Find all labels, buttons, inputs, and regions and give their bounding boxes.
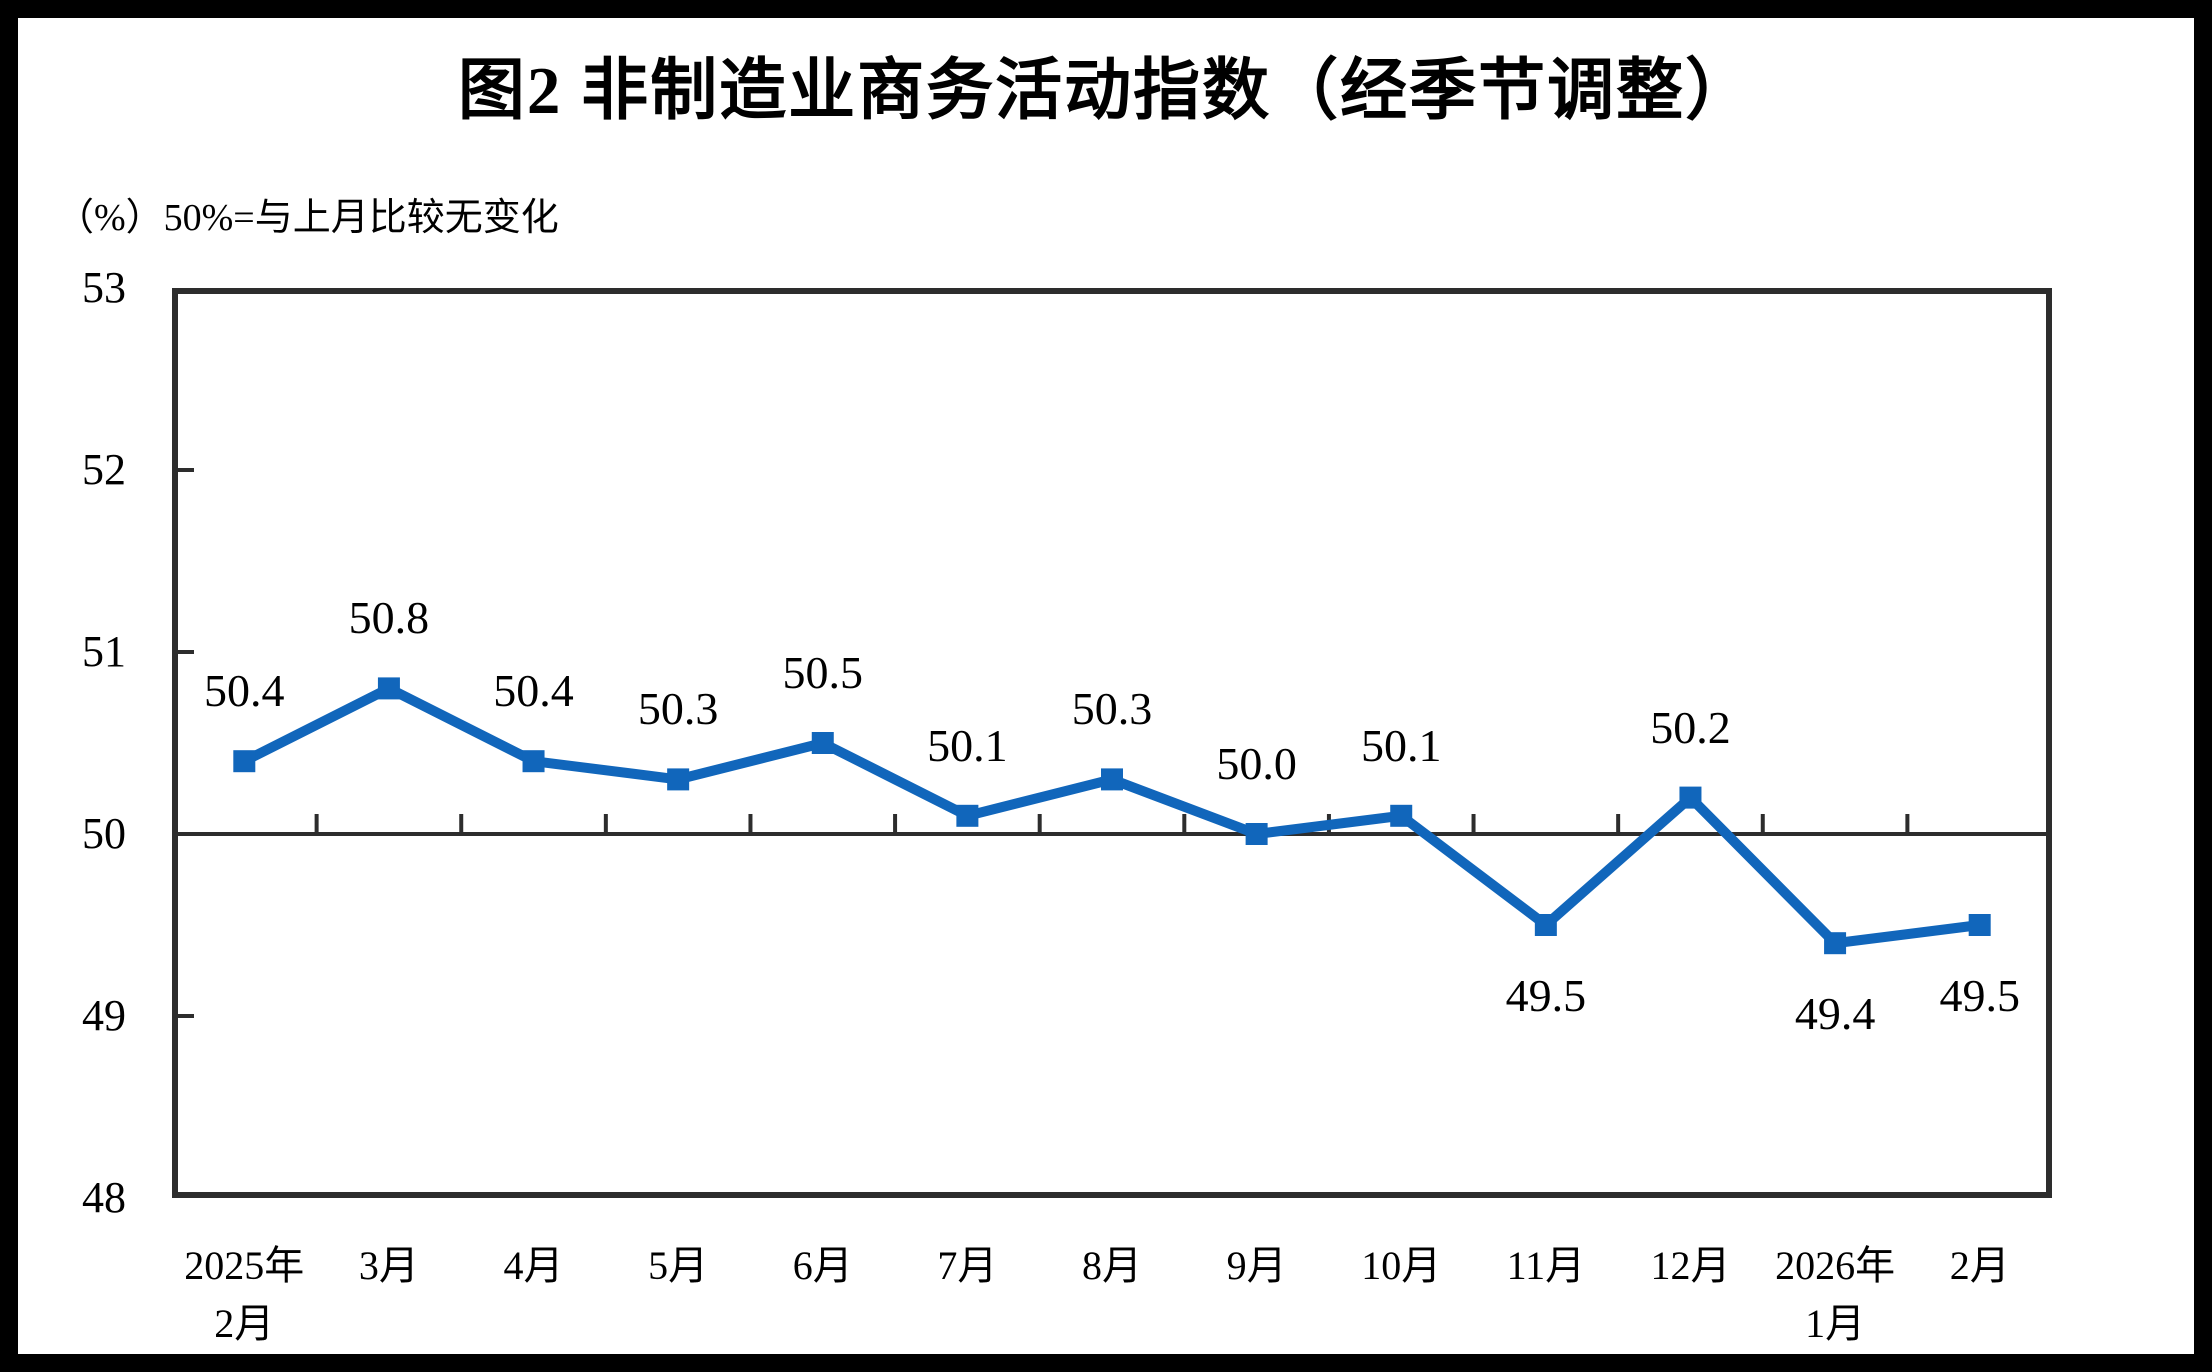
data-point-label: 50.2	[1650, 701, 1731, 753]
data-point-marker	[377, 677, 400, 700]
plot-border	[172, 288, 2052, 1198]
x-axis-category-label: 2025年	[184, 1243, 305, 1288]
y-axis-tick-label: 53	[82, 263, 126, 312]
data-point-marker	[1968, 914, 1991, 936]
x-axis-category-label: 7月	[937, 1243, 998, 1288]
data-point-marker	[522, 750, 545, 773]
chart-canvas	[172, 288, 2052, 1198]
data-point-marker	[811, 732, 834, 754]
y-axis-tick-label: 51	[82, 627, 126, 676]
data-point-marker	[1245, 823, 1268, 845]
data-point-label: 50.1	[1360, 719, 1442, 771]
x-axis-category-label: 1月	[1805, 1301, 1866, 1346]
y-axis-tick-label: 50	[82, 809, 126, 858]
plot-area	[172, 288, 2052, 1198]
data-point-label: 49.5	[1939, 970, 2020, 1021]
x-axis-category-label: 9月	[1226, 1243, 1287, 1288]
data-point-label: 50.1	[927, 719, 1008, 771]
data-point-label: 50.3	[637, 683, 719, 735]
data-point-label: 50.0	[1216, 738, 1297, 789]
y-axis-tick-label: 49	[82, 991, 126, 1040]
data-point-marker	[667, 768, 690, 791]
x-axis-category-label: 2月	[1949, 1243, 2010, 1288]
y-axis-tick-label: 52	[82, 445, 126, 494]
data-point-marker	[956, 804, 979, 827]
chart-title: 图2 非制造业商务活动指数（经季节调整）	[457, 54, 1755, 128]
data-point-marker	[1101, 768, 1123, 791]
data-point-marker	[1534, 914, 1557, 936]
data-point-label: 49.5	[1505, 970, 1587, 1021]
data-point-marker	[1390, 804, 1413, 827]
x-axis-category-label: 6月	[792, 1243, 853, 1288]
data-point-marker	[1679, 786, 1702, 809]
x-axis-category-label: 8月	[1082, 1243, 1142, 1288]
x-axis-category-label: 2月	[214, 1301, 275, 1346]
data-point-marker	[1824, 932, 1847, 955]
x-axis-category-label: 2026年	[1775, 1243, 1896, 1288]
data-point-label: 50.8	[348, 592, 430, 644]
data-point-label: 50.3	[1071, 683, 1153, 735]
x-axis-category-label: 12月	[1650, 1243, 1731, 1288]
x-axis-category-label: 3月	[358, 1243, 419, 1288]
data-point-label: 50.4	[204, 665, 285, 717]
axis-unit-note: （%）50%=与上月比较无变化	[56, 197, 559, 239]
data-point-label: 50.4	[493, 665, 574, 717]
x-axis-category-label: 4月	[503, 1243, 564, 1288]
x-axis-category-label: 10月	[1361, 1243, 1442, 1288]
x-axis-category-label: 5月	[648, 1243, 709, 1288]
data-point-label: 49.4	[1794, 988, 1876, 1040]
data-point-label: 50.5	[782, 647, 864, 698]
x-axis-category-label: 11月	[1506, 1243, 1586, 1288]
data-point-marker	[233, 750, 256, 773]
y-axis-tick-label: 48	[82, 1173, 126, 1222]
